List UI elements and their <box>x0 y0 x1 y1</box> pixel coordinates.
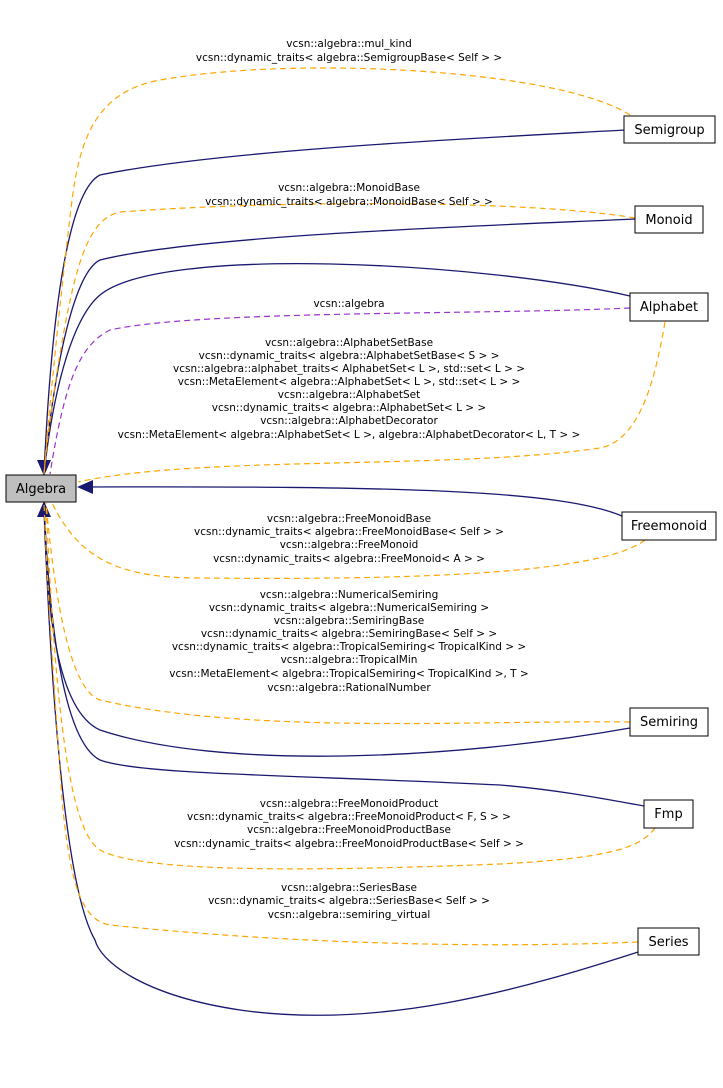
label-semigroup-2: vcsn::dynamic_traits< algebra::Semigroup… <box>196 52 502 64</box>
label-fmp-2: vcsn::dynamic_traits< algebra::FreeMonoi… <box>187 811 511 823</box>
label-semiring-1: vcsn::algebra::NumericalSemiring <box>260 589 439 601</box>
label-semiring-2: vcsn::dynamic_traits< algebra::Numerical… <box>209 602 489 614</box>
label-alphabet-4: vcsn::MetaElement< algebra::AlphabetSet<… <box>178 376 521 388</box>
label-freemonoid-1: vcsn::algebra::FreeMonoidBase <box>267 513 431 525</box>
label-freemonoid-3: vcsn::algebra::FreeMonoid <box>280 539 419 551</box>
label-fmp-4: vcsn::dynamic_traits< algebra::FreeMonoi… <box>174 838 524 850</box>
label-semiring-6: vcsn::algebra::TropicalMin <box>281 654 418 666</box>
edge-monoid-algebra <box>43 218 636 475</box>
label-alphabet-6: vcsn::dynamic_traits< algebra::AlphabetS… <box>212 402 486 414</box>
label-semiring-8: vcsn::algebra::RationalNumber <box>267 682 431 694</box>
label-alphabet-2: vcsn::dynamic_traits< algebra::AlphabetS… <box>199 350 500 362</box>
edge-semiring-algebra <box>43 502 631 757</box>
label-alphabet-8: vcsn::MetaElement< algebra::AlphabetSet<… <box>118 429 581 441</box>
node-semigroup[interactable]: Semigroup <box>623 115 716 144</box>
label-semigroup-1: vcsn::algebra::mul_kind <box>286 38 412 50</box>
edge-freemonoid-algebra <box>79 486 623 517</box>
edge-labels: vcsn::algebra::mul_kind vcsn::dynamic_tr… <box>118 38 581 921</box>
label-semiring-7: vcsn::MetaElement< algebra::TropicalSemi… <box>169 668 528 680</box>
label-semiring-4: vcsn::dynamic_traits< algebra::SemiringB… <box>201 628 497 640</box>
node-fmp-label: Fmp <box>654 807 682 822</box>
node-semigroup-label: Semigroup <box>634 123 704 138</box>
label-alphabet-5: vcsn::algebra::AlphabetSet <box>278 389 421 401</box>
label-semiring-5: vcsn::dynamic_traits< algebra::TropicalS… <box>172 641 526 653</box>
label-alphabet-3: vcsn::algebra::alphabet_traits< Alphabet… <box>173 363 525 375</box>
edge-alphabet-algebra <box>43 263 631 475</box>
edge-dash-series <box>43 502 639 946</box>
label-freemonoid-4: vcsn::dynamic_traits< algebra::FreeMonoi… <box>213 553 485 565</box>
node-alphabet[interactable]: Alphabet <box>629 292 709 322</box>
label-fmp-1: vcsn::algebra::FreeMonoidProduct <box>260 798 438 810</box>
label-alphabet-ns: vcsn::algebra <box>313 298 384 310</box>
node-semiring[interactable]: Semiring <box>629 707 709 737</box>
node-fmp[interactable]: Fmp <box>643 799 694 829</box>
label-series-2: vcsn::dynamic_traits< algebra::SeriesBas… <box>208 895 490 907</box>
edge-series-algebra <box>43 502 639 1016</box>
node-series[interactable]: Series <box>637 927 700 956</box>
edge-fmp-algebra <box>43 502 645 807</box>
edge-dash-alphabet <box>77 321 666 483</box>
inheritance-edges <box>43 129 645 1016</box>
node-algebra[interactable]: Algebra <box>5 474 77 503</box>
label-monoid-1: vcsn::algebra::MonoidBase <box>278 182 420 194</box>
node-alphabet-label: Alphabet <box>640 300 698 315</box>
edge-dash-monoid <box>43 203 636 475</box>
arrowhead-right <box>77 480 93 494</box>
edge-dash-semigroup <box>43 67 631 475</box>
node-monoid[interactable]: Monoid <box>634 205 704 234</box>
edge-semigroup-algebra <box>43 129 626 475</box>
node-series-label: Series <box>649 935 689 950</box>
label-series-3: vcsn::algebra::semiring_virtual <box>268 909 431 921</box>
label-semiring-3: vcsn::algebra::SemiringBase <box>274 615 425 627</box>
node-monoid-label: Monoid <box>645 213 692 228</box>
node-freemonoid[interactable]: Freemonoid <box>621 511 717 541</box>
label-freemonoid-2: vcsn::dynamic_traits< algebra::FreeMonoi… <box>194 526 504 538</box>
node-semiring-label: Semiring <box>640 715 698 730</box>
node-algebra-label: Algebra <box>16 482 66 497</box>
label-series-1: vcsn::algebra::SeriesBase <box>281 882 417 894</box>
node-freemonoid-label: Freemonoid <box>631 519 707 534</box>
label-alphabet-7: vcsn::algebra::AlphabetDecorator <box>260 415 438 427</box>
edge-dash-fmp <box>45 502 656 870</box>
usage-edges <box>43 67 666 946</box>
label-alphabet-1: vcsn::algebra::AlphabetSetBase <box>265 337 433 349</box>
edge-dash-freemonoid <box>51 502 646 579</box>
label-monoid-2: vcsn::dynamic_traits< algebra::MonoidBas… <box>205 196 493 208</box>
label-fmp-3: vcsn::algebra::FreeMonoidProductBase <box>247 824 451 836</box>
